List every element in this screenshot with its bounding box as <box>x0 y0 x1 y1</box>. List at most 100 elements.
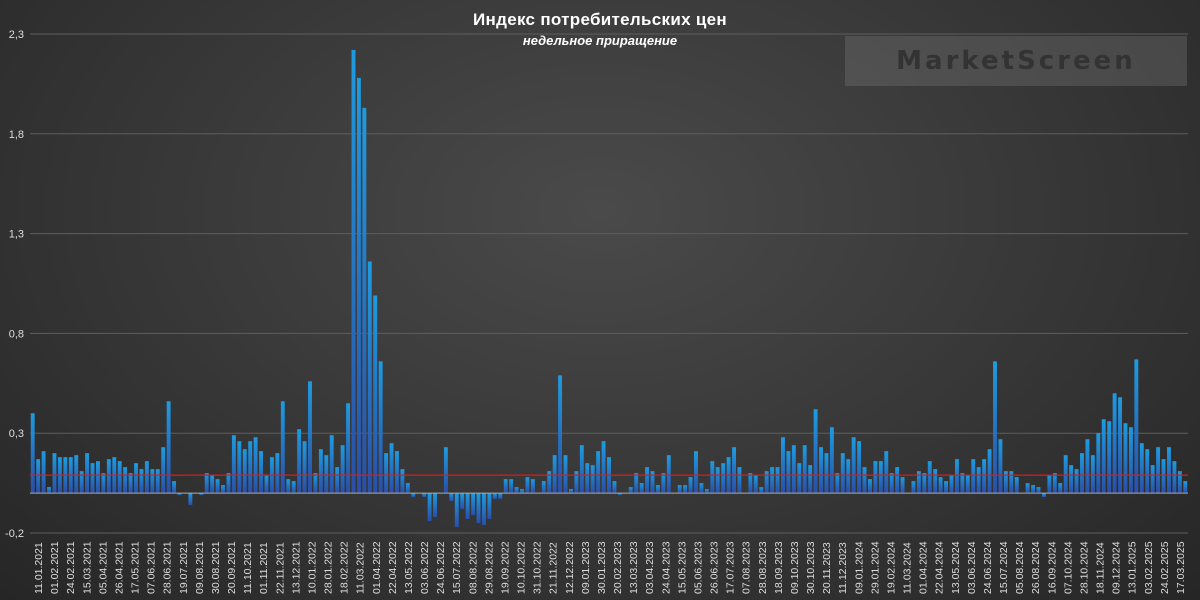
x-tick-label: 18.09.2023 <box>773 541 785 594</box>
x-tick-label: 31.10.2022 <box>532 541 544 594</box>
bar <box>960 473 965 494</box>
bar <box>96 461 100 494</box>
x-tick-label: 11.12.2023 <box>837 542 849 594</box>
bar <box>982 459 987 494</box>
bar <box>954 459 959 494</box>
bar <box>1080 453 1084 494</box>
x-tick-label: 03.04.2023 <box>644 541 656 594</box>
bar <box>781 437 785 494</box>
bar <box>857 441 862 494</box>
x-tick-label: 09.10.2023 <box>789 541 801 594</box>
bar <box>889 473 894 494</box>
bar <box>280 401 285 494</box>
x-tick-label: 11.03.2024 <box>902 542 914 594</box>
bar <box>264 475 269 494</box>
bar <box>585 463 590 494</box>
bar <box>639 483 644 494</box>
bar <box>617 493 622 496</box>
bar <box>802 445 807 494</box>
x-tick-label: 09.01.2023 <box>580 541 592 594</box>
bar <box>237 441 242 494</box>
bar <box>47 487 51 494</box>
bar <box>634 473 639 494</box>
bar <box>161 447 166 494</box>
bar <box>324 455 329 494</box>
bar <box>791 445 796 494</box>
bar <box>389 443 394 494</box>
bar <box>601 441 606 494</box>
bar <box>541 481 546 494</box>
bar <box>927 461 932 494</box>
x-tick-label: 03.02.2025 <box>1143 541 1155 594</box>
bar <box>30 413 35 494</box>
bar <box>694 451 698 494</box>
bar <box>503 479 508 494</box>
bar <box>422 493 427 498</box>
bar <box>1014 477 1019 494</box>
bar <box>286 479 291 494</box>
bar <box>764 471 769 494</box>
x-tick-label: 28.10.2024 <box>1078 541 1090 594</box>
bar <box>704 489 709 494</box>
bar <box>835 473 840 494</box>
x-tick-label: 19.02.2024 <box>885 541 897 594</box>
x-tick-label: 01.04.2024 <box>918 541 930 594</box>
x-tick-label: 24.06.2022 <box>435 541 447 594</box>
bar <box>710 461 715 494</box>
bar <box>106 459 111 494</box>
bar <box>291 481 296 494</box>
bar <box>443 447 448 494</box>
bar <box>911 481 916 494</box>
bar <box>329 435 334 494</box>
y-axis-ticks: -0,2 0,3 0,8 1,3 1,8 2,3 <box>5 29 24 540</box>
bar <box>123 467 128 494</box>
bar <box>862 467 867 494</box>
bar <box>1036 487 1041 494</box>
bar <box>308 381 312 494</box>
x-tick-label: 10.01.2022 <box>306 541 318 594</box>
bar <box>155 469 160 494</box>
bar <box>1031 485 1036 494</box>
bar <box>884 451 889 494</box>
bar <box>275 453 280 494</box>
x-tick-label: 11.10.2021 <box>242 542 254 594</box>
bar <box>590 465 595 494</box>
bar <box>1183 481 1188 494</box>
bar <box>944 481 949 494</box>
x-tick-label: 16.09.2024 <box>1046 541 1058 594</box>
bar <box>210 475 215 494</box>
bar <box>395 451 399 494</box>
x-tick-label: 13.05.2024 <box>950 541 962 594</box>
x-tick-label: 17.05.2021 <box>130 541 142 594</box>
bar <box>677 485 682 494</box>
bar <box>509 479 514 494</box>
bar <box>949 475 954 494</box>
bar <box>226 473 231 494</box>
bar <box>878 461 883 494</box>
x-tick-label: 28.01.2022 <box>323 541 335 594</box>
bar <box>558 375 563 494</box>
x-tick-label: 28.06.2021 <box>162 541 174 594</box>
bar <box>520 489 524 494</box>
bar <box>367 261 372 494</box>
x-tick-label: 10.10.2022 <box>516 541 528 594</box>
y-tick-label: 1,8 <box>9 129 24 141</box>
x-tick-label: 30.01.2023 <box>596 541 608 594</box>
bar <box>335 467 340 494</box>
bar <box>748 473 753 494</box>
y-tick-label: 2,3 <box>9 29 24 41</box>
x-tick-label: 22.04.2022 <box>387 541 399 594</box>
bar <box>525 477 530 494</box>
bar <box>384 453 389 494</box>
bar <box>1107 421 1112 494</box>
bar <box>971 459 976 494</box>
bar <box>563 455 568 494</box>
bar <box>302 441 307 494</box>
x-tick-label: 01.04.2022 <box>371 541 383 594</box>
bar <box>101 473 106 494</box>
bar <box>487 493 492 520</box>
bar <box>139 469 144 494</box>
x-tick-label: 28.08.2023 <box>757 541 769 594</box>
bar <box>482 493 486 526</box>
bar <box>144 461 149 494</box>
